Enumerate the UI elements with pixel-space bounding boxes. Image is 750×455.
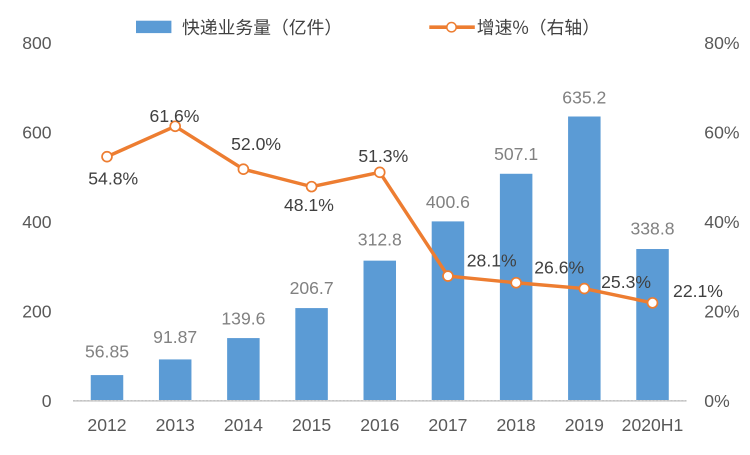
svg-text:91.87: 91.87 [153,327,197,347]
svg-text:400.6: 400.6 [426,192,470,212]
svg-text:22.1%: 22.1% [673,281,723,301]
svg-text:2015: 2015 [292,415,331,435]
svg-text:2012: 2012 [87,415,126,435]
svg-text:338.8: 338.8 [630,218,674,238]
svg-text:28.1%: 28.1% [467,251,517,271]
svg-text:206.7: 206.7 [290,278,334,298]
svg-text:0: 0 [42,391,52,411]
svg-text:139.6: 139.6 [221,308,265,328]
svg-text:507.1: 507.1 [494,144,538,164]
svg-text:400: 400 [22,212,52,232]
svg-text:26.6%: 26.6% [534,257,584,277]
svg-text:2014: 2014 [224,415,263,435]
svg-text:200: 200 [22,302,52,322]
svg-text:0%: 0% [704,391,730,411]
svg-text:52.0%: 52.0% [231,134,281,154]
svg-text:2019: 2019 [565,415,604,435]
svg-text:2020H1: 2020H1 [622,415,684,435]
svg-text:2018: 2018 [497,415,536,435]
svg-text:2013: 2013 [156,415,195,435]
svg-text:600: 600 [22,123,52,143]
svg-text:48.1%: 48.1% [284,195,334,215]
svg-text:56.85: 56.85 [85,342,129,362]
svg-text:2016: 2016 [360,415,399,435]
svg-text:20%: 20% [704,302,740,322]
svg-text:61.6%: 61.6% [150,106,200,126]
svg-text:635.2: 635.2 [562,87,606,107]
svg-text:80%: 80% [704,33,740,53]
svg-text:40%: 40% [704,212,740,232]
svg-text:800: 800 [22,33,52,53]
svg-text:60%: 60% [704,123,740,143]
svg-text:54.8%: 54.8% [88,169,138,189]
svg-text:312.8: 312.8 [358,230,402,250]
svg-text:25.3%: 25.3% [601,272,651,292]
svg-text:51.3%: 51.3% [358,146,408,166]
svg-text:2017: 2017 [428,415,467,435]
